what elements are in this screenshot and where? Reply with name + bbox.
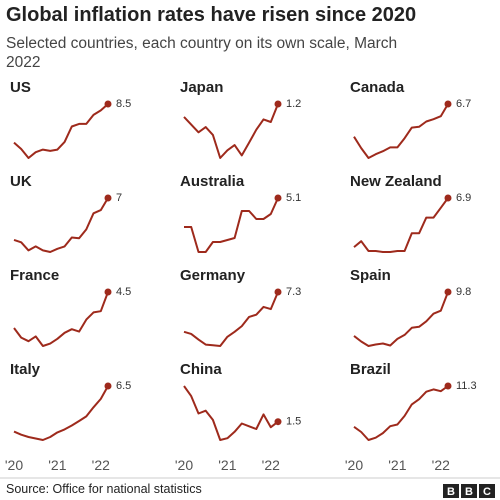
end-dot	[274, 194, 282, 202]
line	[353, 385, 449, 441]
panel-title: Spain	[350, 267, 391, 284]
end-dot	[444, 382, 452, 390]
logo-text: B	[447, 486, 455, 498]
line	[13, 291, 109, 347]
panel-title: US	[10, 79, 31, 96]
x-tick-label: '21	[48, 457, 66, 473]
logo-text: C	[483, 486, 491, 498]
end-dot	[104, 194, 112, 202]
line	[184, 197, 279, 253]
end-label: 1.2	[286, 98, 301, 110]
panel-title: China	[180, 361, 222, 378]
x-tick-label: '21	[388, 457, 406, 473]
panel-title: France	[10, 267, 59, 284]
line	[183, 103, 279, 159]
end-dot	[104, 382, 112, 390]
line	[353, 291, 449, 347]
end-label: 1.5	[286, 416, 301, 428]
end-label: 11.3	[456, 380, 477, 392]
x-tick-label: '22	[92, 457, 110, 473]
x-tick-label: '21	[218, 457, 236, 473]
end-label: 8.5	[116, 98, 131, 110]
panel-title: Germany	[180, 267, 246, 284]
end-label: 6.9	[456, 192, 471, 204]
end-dot	[104, 288, 112, 296]
end-label: 7.3	[286, 286, 301, 298]
end-label: 5.1	[286, 192, 301, 204]
line	[183, 385, 279, 441]
line	[13, 385, 109, 441]
end-dot	[444, 194, 452, 202]
x-tick-label: '22	[262, 457, 280, 473]
end-label: 4.5	[116, 286, 131, 298]
x-tick-label: '20	[5, 457, 23, 473]
chart-subtitle: Selected countries, each country on its …	[6, 35, 398, 71]
end-label: 9.8	[456, 286, 471, 298]
panel-title: Australia	[180, 173, 245, 190]
panel-title: Canada	[350, 79, 405, 96]
x-tick-label: '20	[175, 457, 193, 473]
end-dot	[274, 288, 282, 296]
chart-title: Global inflation rates have risen since …	[6, 4, 417, 26]
x-tick-label: '20	[345, 457, 363, 473]
end-dot	[274, 100, 282, 108]
end-label: 6.7	[456, 98, 471, 110]
panel-title: Japan	[180, 79, 223, 96]
end-label: 7	[116, 192, 122, 204]
panel-title: UK	[10, 173, 32, 190]
source: Source: Office for national statistics	[6, 482, 202, 496]
panel-title: Brazil	[350, 361, 391, 378]
panel-title: Italy	[10, 361, 41, 378]
line	[13, 197, 109, 253]
end-dot	[274, 418, 282, 426]
x-tick-label: '22	[432, 457, 450, 473]
line	[183, 291, 279, 347]
panel-title: New Zealand	[350, 173, 442, 190]
line	[353, 103, 449, 159]
logo	[443, 484, 495, 498]
logo-text: B	[465, 486, 473, 498]
end-dot	[104, 100, 112, 108]
end-label: 6.5	[116, 380, 131, 392]
line	[353, 197, 449, 253]
line	[13, 103, 109, 159]
end-dot	[444, 100, 452, 108]
end-dot	[444, 288, 452, 296]
